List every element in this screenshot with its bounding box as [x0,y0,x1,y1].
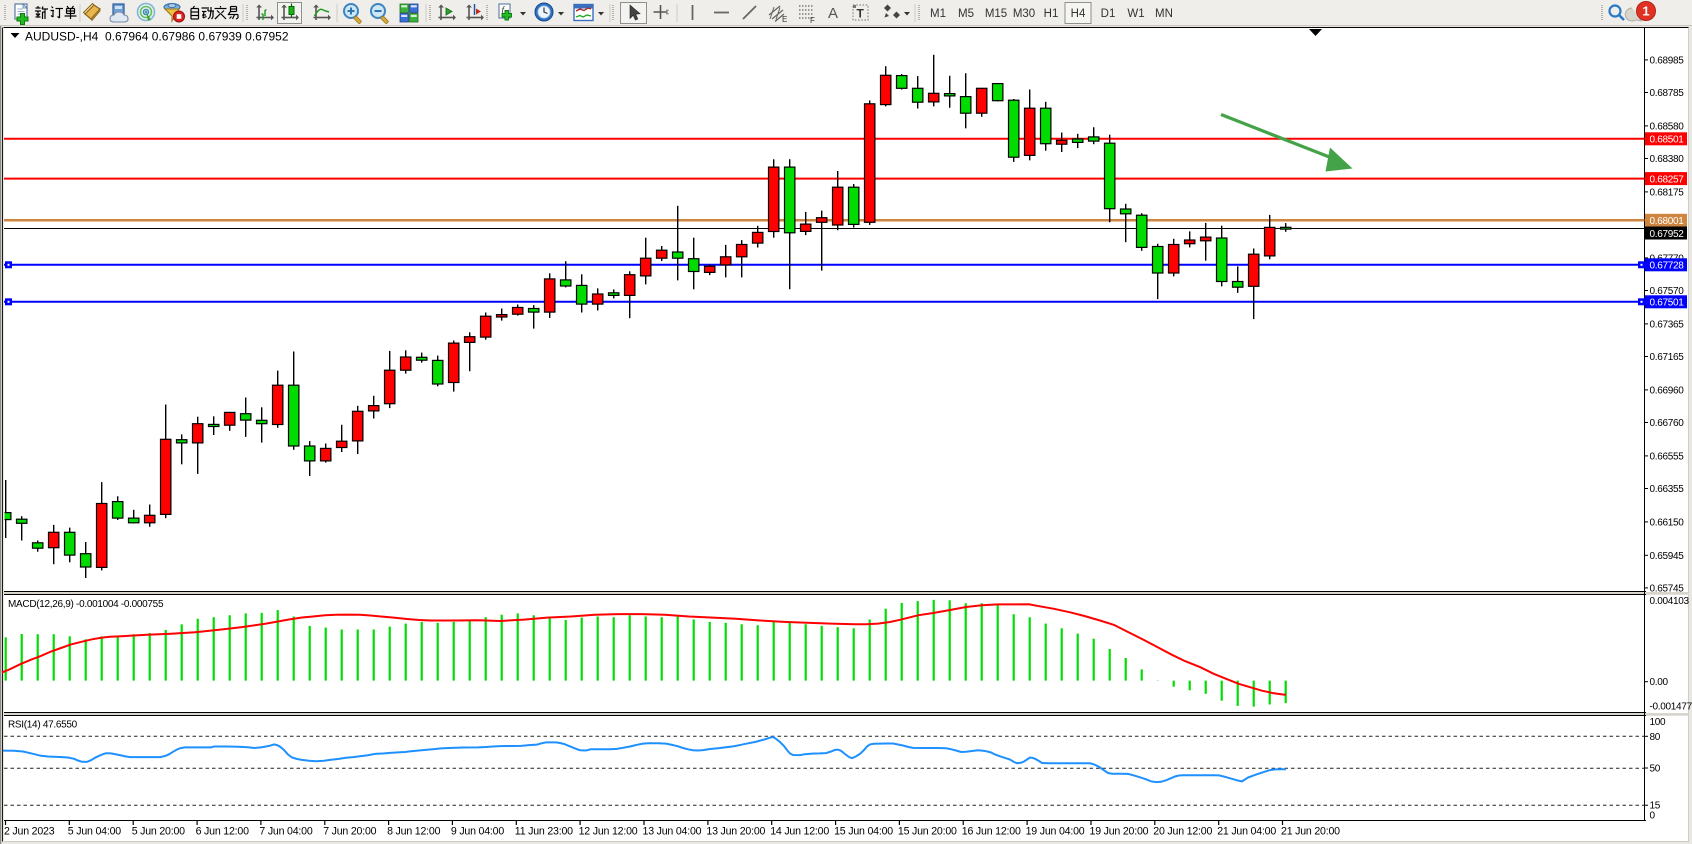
svg-text:16 Jun 12:00: 16 Jun 12:00 [962,826,1021,838]
svg-text:19 Jun 20:00: 19 Jun 20:00 [1090,826,1149,838]
svg-text:0.004103: 0.004103 [1650,596,1690,607]
svg-text:0.66760: 0.66760 [1650,418,1685,429]
svg-text:0.68175: 0.68175 [1650,187,1685,198]
svg-text:14 Jun 12:00: 14 Jun 12:00 [770,826,829,838]
svg-text:D1: D1 [1101,8,1116,20]
svg-text:0.68580: 0.68580 [1650,121,1685,132]
svg-text:T: T [857,7,865,21]
svg-text:0.65745: 0.65745 [1650,583,1685,594]
svg-text:5 Jun 04:00: 5 Jun 04:00 [68,826,121,838]
svg-text:0.65945: 0.65945 [1650,551,1685,562]
svg-text:0.68785: 0.68785 [1650,88,1685,99]
svg-text:21 Jun 20:00: 21 Jun 20:00 [1281,826,1340,838]
svg-text:15 Jun 04:00: 15 Jun 04:00 [834,826,893,838]
svg-text:F: F [810,16,815,25]
svg-text:13 Jun 04:00: 13 Jun 04:00 [643,826,702,838]
svg-text:19 Jun 04:00: 19 Jun 04:00 [1026,826,1085,838]
svg-text:E: E [782,15,787,24]
svg-text:0: 0 [1650,811,1656,822]
svg-text:7 Jun 04:00: 7 Jun 04:00 [259,826,312,838]
svg-text:0.66355: 0.66355 [1650,484,1685,495]
svg-text:12 Jun 12:00: 12 Jun 12:00 [579,826,638,838]
svg-text:H4: H4 [1071,8,1086,20]
svg-text:A: A [828,5,838,22]
svg-text:0.67952: 0.67952 [1650,229,1685,240]
svg-text:0.66555: 0.66555 [1650,451,1685,462]
svg-text:W1: W1 [1127,8,1144,20]
svg-text:0.67728: 0.67728 [1650,261,1685,272]
svg-text:15: 15 [1650,801,1661,812]
svg-text:80: 80 [1650,732,1661,743]
svg-text:0.68257: 0.68257 [1650,174,1685,185]
svg-text:6 Jun 12:00: 6 Jun 12:00 [196,826,249,838]
svg-text:15 Jun 20:00: 15 Jun 20:00 [898,826,957,838]
svg-text:0.67570: 0.67570 [1650,286,1685,297]
svg-text:20 Jun 12:00: 20 Jun 12:00 [1153,826,1212,838]
svg-text:100: 100 [1650,717,1667,728]
svg-text:0.68985: 0.68985 [1650,55,1685,66]
svg-text:0.66150: 0.66150 [1650,517,1685,528]
svg-text:8 Jun 12:00: 8 Jun 12:00 [387,826,440,838]
svg-text:11 Jun 23:00: 11 Jun 23:00 [515,826,573,838]
svg-text:MACD(12,26,9) -0.001004 -0.000: MACD(12,26,9) -0.001004 -0.000755 [8,599,164,610]
svg-text:13 Jun 20:00: 13 Jun 20:00 [706,826,765,838]
svg-text:M1: M1 [930,8,946,20]
svg-text:7 Jun 20:00: 7 Jun 20:00 [323,826,376,838]
svg-text:0.68501: 0.68501 [1650,135,1685,146]
svg-text:H1: H1 [1044,8,1059,20]
svg-text:0.67365: 0.67365 [1650,319,1685,330]
svg-text:21 Jun 04:00: 21 Jun 04:00 [1217,826,1276,838]
svg-text:1: 1 [1642,4,1649,19]
svg-text:2 Jun 2023: 2 Jun 2023 [4,826,55,838]
svg-text:5 Jun 20:00: 5 Jun 20:00 [132,826,185,838]
svg-text:0.67165: 0.67165 [1650,352,1685,363]
svg-text:M30: M30 [1013,8,1035,20]
svg-text:0.68380: 0.68380 [1650,154,1685,165]
svg-text:0.68001: 0.68001 [1650,216,1685,227]
svg-text:-0.001477: -0.001477 [1650,701,1692,712]
svg-text:AUDUSD-,H4 0.67964 0.67986 0.: AUDUSD-,H4 0.67964 0.67986 0.67939 0.679… [25,30,289,44]
svg-text:0.66960: 0.66960 [1650,385,1685,396]
svg-text:0.67501: 0.67501 [1650,298,1685,309]
svg-text:50: 50 [1650,764,1661,775]
svg-text:MN: MN [1155,8,1173,20]
svg-text:M15: M15 [985,8,1007,20]
svg-text:0.00: 0.00 [1650,677,1669,688]
svg-text:M5: M5 [958,8,974,20]
svg-text:9 Jun 04:00: 9 Jun 04:00 [451,826,504,838]
svg-text:RSI(14) 47.6550: RSI(14) 47.6550 [8,720,78,731]
svg-text:f: f [502,5,506,15]
